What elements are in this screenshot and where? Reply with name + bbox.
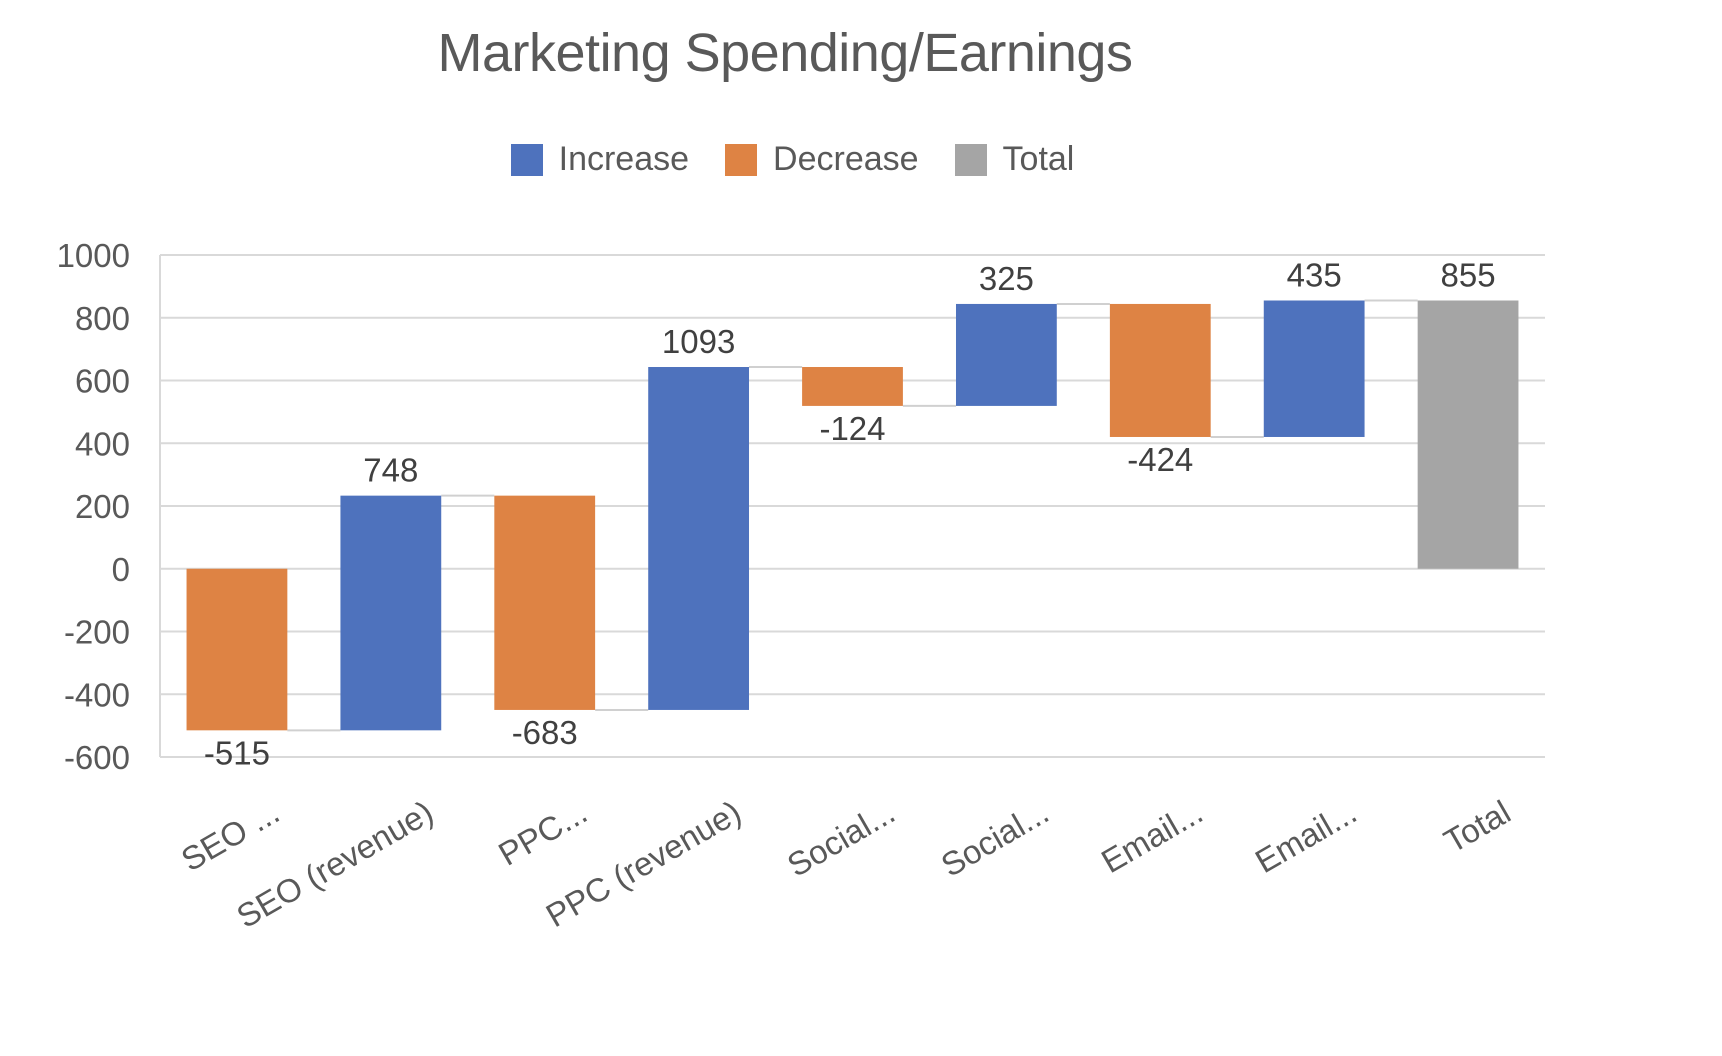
data-label: 855 xyxy=(1441,256,1496,293)
y-axis: 1000 800 600 400 200 0 -200 -400 -600 xyxy=(57,237,161,776)
y-tick-label: 600 xyxy=(75,363,130,400)
x-category-label: PPC... xyxy=(492,793,593,873)
y-tick-label: -200 xyxy=(64,614,130,651)
legend-swatch-increase xyxy=(510,143,543,176)
bar-decrease[interactable] xyxy=(186,568,288,731)
legend: Increase Decrease Total xyxy=(0,140,1585,179)
legend-item-total[interactable]: Total xyxy=(954,140,1075,179)
bar-increase[interactable] xyxy=(648,367,750,710)
data-label: 435 xyxy=(1287,256,1342,293)
legend-swatch-decrease xyxy=(725,143,758,176)
legend-label-total: Total xyxy=(1002,140,1075,178)
y-tick-label: -600 xyxy=(64,739,130,776)
chart-title: Marketing Spending/Earnings xyxy=(437,23,1133,83)
bar-total[interactable] xyxy=(1417,300,1519,569)
bar-increase[interactable] xyxy=(340,495,442,731)
x-category-label: Social... xyxy=(781,793,901,884)
y-tick-label: 200 xyxy=(75,488,130,525)
bar-increase[interactable] xyxy=(1263,300,1365,437)
data-label: 748 xyxy=(363,452,418,489)
legend-label-increase: Increase xyxy=(558,140,690,178)
x-category-label: Email... xyxy=(1095,793,1209,880)
x-category-label: Email... xyxy=(1249,793,1363,880)
data-label: 1093 xyxy=(662,323,735,360)
bars xyxy=(186,300,1519,731)
legend-item-increase[interactable]: Increase xyxy=(510,140,690,179)
x-category-label: SEO ... xyxy=(175,793,286,878)
data-label: -515 xyxy=(204,734,270,771)
data-label: -424 xyxy=(1127,441,1193,478)
x-category-label: Social... xyxy=(935,793,1055,884)
legend-swatch-total xyxy=(954,143,987,176)
y-tick-label: 0 xyxy=(112,551,130,588)
legend-item-decrease[interactable]: Decrease xyxy=(725,140,919,179)
y-tick-label: 400 xyxy=(75,425,130,462)
bar-increase[interactable] xyxy=(955,303,1057,406)
y-tick-label: 1000 xyxy=(57,237,130,274)
x-axis: SEO ...SEO (revenue) PPC...PPC (revenue) S… xyxy=(175,793,1517,935)
data-label: -683 xyxy=(512,714,578,751)
y-tick-label: -400 xyxy=(64,676,130,713)
connector-lines xyxy=(287,299,1418,732)
bar-decrease[interactable] xyxy=(1109,303,1211,437)
y-tick-label: 800 xyxy=(75,300,130,337)
x-category-label: Total xyxy=(1438,793,1517,860)
legend-label-decrease: Decrease xyxy=(773,140,919,178)
bar-decrease[interactable] xyxy=(494,495,596,710)
data-label: -124 xyxy=(819,410,885,447)
data-label: 325 xyxy=(979,260,1034,297)
bar-decrease[interactable] xyxy=(802,367,903,406)
data-labels: -515 748 -683 1093 -124 325 -424 435 855 xyxy=(204,256,1496,771)
